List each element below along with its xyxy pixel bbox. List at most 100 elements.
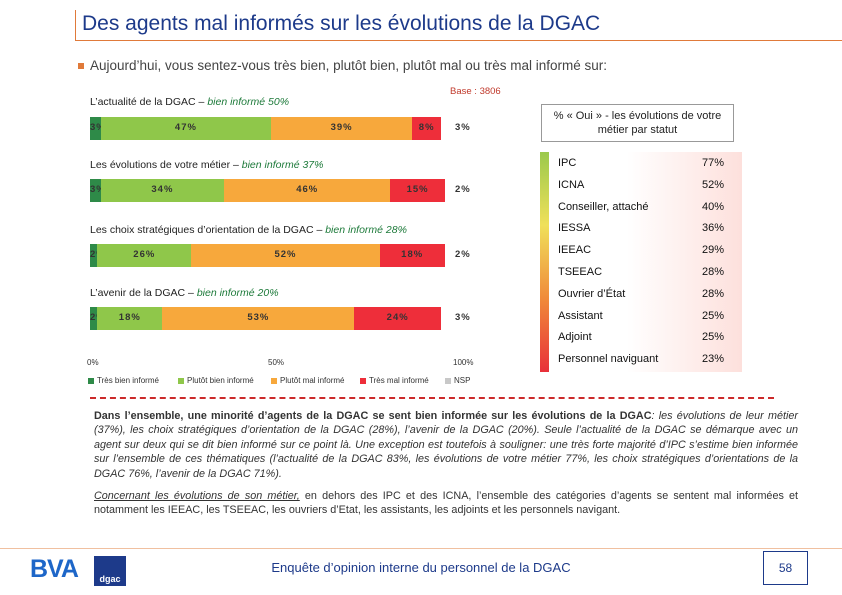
chart-title-highlight: bien informé 37% — [241, 159, 324, 171]
nsp-value-label: 2% — [455, 249, 471, 260]
status-value: 28% — [702, 266, 725, 278]
status-table-title: % « Oui » - les évolutions de votre méti… — [541, 104, 734, 142]
legend-swatch-icon — [271, 377, 277, 384]
status-value: 36% — [702, 222, 725, 235]
status-value: 28% — [702, 287, 725, 300]
nsp-value-label: 3% — [455, 312, 471, 323]
bar-value-label: 3% — [90, 184, 106, 195]
status-value: 23% — [702, 353, 725, 366]
bar-value-label: 34% — [151, 184, 174, 195]
nsp-value-label: 2% — [455, 184, 471, 195]
status-label: IESSA — [558, 222, 591, 235]
bar-value-label: 53% — [247, 312, 270, 323]
status-value: 52% — [702, 178, 725, 191]
question-bullet: Aujourd’hui, vous sentez-vous très bien,… — [78, 58, 607, 73]
dgac-logo: dgac — [94, 556, 126, 586]
commentary-lead-underlined: Concernant les évolutions de son métier, — [94, 490, 300, 502]
status-row: IPC 77% — [558, 157, 724, 169]
commentary-lead: Dans l’ensemble, une minorité d’agents d… — [94, 410, 652, 422]
nsp-value-label: 3% — [455, 122, 471, 133]
commentary-body: en dehors des IPC et des ICNA, l’ensembl… — [94, 490, 798, 517]
status-value: 40% — [702, 200, 725, 213]
bar-value-label: 15% — [406, 184, 429, 195]
commentary-body: : les évolutions de leur métier (37%), l… — [94, 410, 798, 480]
bar-value-label: 3% — [90, 122, 106, 133]
bar-value-label: 46% — [296, 184, 319, 195]
stacked-bar: 3% 47% 39% 8% — [90, 117, 452, 140]
legend-item: Plutôt bien informé — [178, 376, 254, 385]
bar-segment — [97, 244, 192, 267]
bar-segment — [90, 179, 101, 202]
bar-segment — [191, 244, 380, 267]
bar-segment — [390, 179, 445, 202]
bar-segment — [90, 307, 98, 330]
status-gradient-bar — [540, 152, 549, 372]
bullet-square-icon — [78, 63, 84, 70]
page-number: 58 — [763, 551, 808, 585]
bar-value-label: 26% — [133, 249, 156, 260]
chart-title-prefix: Les évolutions de votre métier – — [90, 159, 242, 171]
legend-item: Très mal informé — [360, 376, 429, 385]
legend-swatch-icon — [88, 377, 94, 384]
chart-title-prefix: L’actualité de la DGAC – — [90, 96, 208, 108]
bar-value-label: 39% — [330, 122, 353, 133]
status-value: 25% — [702, 309, 725, 322]
status-value: 77% — [702, 157, 725, 169]
status-label: Ouvrier d’État — [558, 287, 626, 300]
status-row: ICNA 52% — [558, 178, 724, 191]
status-row: Personnel naviguant 23% — [558, 353, 724, 366]
stacked-bar: 3% 34% 46% 15% — [90, 179, 452, 202]
status-label: Assistant — [558, 309, 603, 322]
status-row: IEEAC 29% — [558, 244, 724, 257]
section-divider — [90, 397, 774, 399]
bar-segment — [100, 117, 271, 140]
legend-swatch-icon — [360, 377, 366, 384]
status-row: Conseiller, attaché 40% — [558, 200, 724, 213]
chart-title-highlight: bien informé 50% — [207, 96, 290, 108]
bar-segment — [100, 179, 224, 202]
bva-logo: BVA — [30, 555, 79, 583]
legend-swatch-icon — [178, 377, 184, 384]
bar-segment — [90, 117, 101, 140]
chart-title-highlight: bien informé 20% — [196, 287, 279, 299]
status-label: ICNA — [558, 178, 585, 191]
title-accent-bar — [75, 10, 76, 41]
status-label: IPC — [558, 157, 577, 169]
status-row: Ouvrier d’État 28% — [558, 287, 724, 300]
bar-value-label: 8% — [418, 122, 435, 133]
status-row: TSEEAC 28% — [558, 266, 724, 278]
bar-value-label: 18% — [118, 312, 141, 323]
legend-item: Plutôt mal informé — [271, 376, 344, 385]
chart-title-prefix: Les choix stratégiques d’orientation de … — [90, 224, 326, 236]
bar-segment — [379, 244, 445, 267]
bar-value-label: 18% — [401, 249, 424, 260]
status-label: Personnel naviguant — [558, 353, 659, 366]
chart-title: Les évolutions de votre métier – bien in… — [90, 159, 323, 171]
chart-title: L’actualité de la DGAC – bien informé 50… — [90, 96, 289, 108]
commentary-paragraph-1: Dans l’ensemble, une minorité d’agents d… — [94, 409, 798, 481]
axis-tick: 0% — [87, 358, 99, 367]
legend-item: Très bien informé — [88, 376, 159, 385]
base-count: Base : 3806 — [450, 86, 501, 97]
bar-value-label: 52% — [274, 249, 297, 260]
chart-title: Les choix stratégiques d’orientation de … — [90, 224, 407, 236]
bar-segment — [412, 117, 442, 140]
bar-segment — [97, 307, 163, 330]
axis-tick: 50% — [268, 358, 285, 367]
status-label: Conseiller, attaché — [558, 200, 649, 213]
page-title: Des agents mal informés sur les évolutio… — [82, 12, 601, 35]
legend-item: NSP — [445, 376, 470, 385]
status-row: Adjoint 25% — [558, 331, 724, 344]
stacked-bar: 2%26%52%18% — [90, 244, 452, 267]
status-row: IESSA 36% — [558, 222, 724, 235]
status-label: IEEAC — [558, 244, 592, 257]
chart-title-prefix: L’avenir de la DGAC – — [90, 287, 197, 299]
footer-text: Enquête d’opinion interne du personnel d… — [271, 560, 571, 575]
status-label: Adjoint — [558, 331, 592, 344]
chart-title-highlight: bien informé 28% — [325, 224, 407, 236]
status-table-background — [550, 152, 742, 372]
bar-segment — [223, 179, 391, 202]
status-value: 29% — [702, 244, 725, 257]
status-row: Assistant 25% — [558, 309, 724, 322]
question-text: Aujourd’hui, vous sentez-vous très bien,… — [90, 58, 608, 73]
